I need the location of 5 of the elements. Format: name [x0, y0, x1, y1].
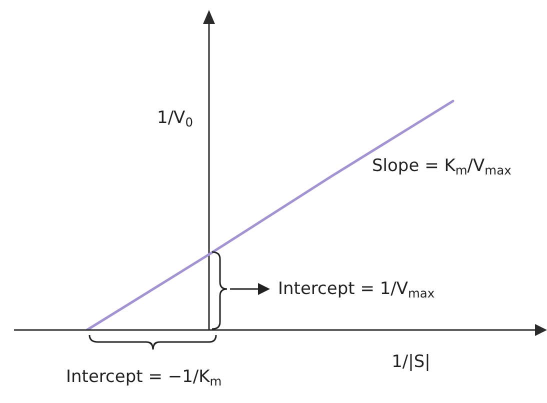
text: Intercept = −1/K$_{m}$ — [66, 366, 222, 388]
annotation: Intercept = 1/V$_{max}$ — [278, 278, 435, 300]
annotation: Slope = K$_{m}$/V$_{max}$ — [372, 156, 512, 178]
y-axis-title: 1/V$_{0}$ — [157, 108, 193, 130]
x-axis-title: 1/|S| — [392, 352, 430, 372]
